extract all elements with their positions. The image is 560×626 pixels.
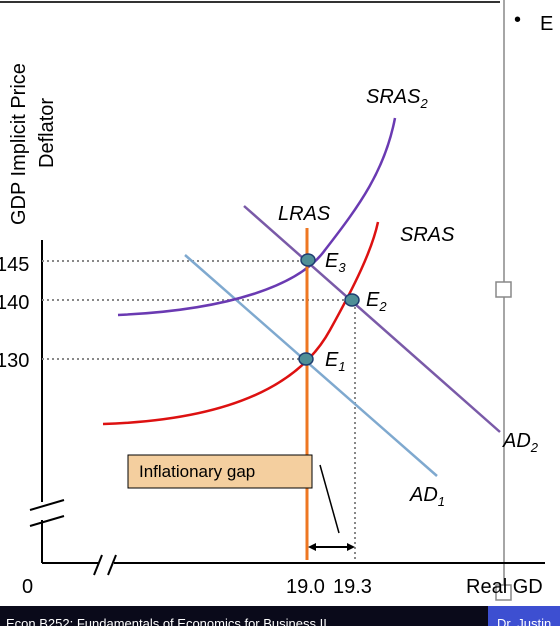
x-axis-label: Real GD [466,576,543,598]
gap-pointer-line [319,464,340,534]
ad1-curve [184,254,438,477]
footer-bar [0,606,488,626]
footer-instructor: Dr. Justin [497,616,551,626]
equilibrium-e3-label: E3 [325,250,346,275]
sras2-curve [117,117,397,317]
lras-label: LRAS [278,203,331,225]
equilibrium-e1-label: E1 [325,349,346,374]
x-axis-break [93,554,117,576]
price-tick-145: 145 [0,254,29,276]
inflationary-gap-box [127,454,313,489]
bullet-text: E [540,13,553,35]
sras-label: SRAS [400,224,455,246]
ad2-curve [243,205,501,433]
footer-course-title: Econ B252: Fundamentals of Economics for… [6,616,327,626]
y-axis-label-line2: Deflator [36,98,58,168]
equilibrium-e3-point [300,253,316,267]
origin-label: 0 [22,576,33,598]
y-axis-label-line1: GDP Implicit Price [8,63,30,225]
equilibrium-e2-point [344,293,360,307]
guide-lines [42,260,356,560]
selection-handle-bottom[interactable] [495,584,512,601]
y-axis-break [29,499,65,527]
gap-double-arrow [308,543,355,551]
price-tick-140: 140 [0,292,29,314]
ad2-label: AD2 [502,430,539,455]
sras2-label: SRAS2 [366,86,428,111]
inflationary-gap-label: Inflationary gap [139,462,255,481]
selection-handle-middle[interactable] [495,281,512,298]
bullet-symbol: • [514,9,521,31]
quantity-tick-19-0: 19.0 [286,576,325,598]
sras-curve [102,221,380,426]
ad1-label: AD1 [409,484,445,509]
price-tick-130: 130 [0,350,29,372]
equilibrium-e2-label: E2 [366,289,387,314]
footer-bar-right [488,606,560,626]
equilibrium-e1-point [298,352,314,366]
quantity-tick-19-3: 19.3 [333,576,372,598]
